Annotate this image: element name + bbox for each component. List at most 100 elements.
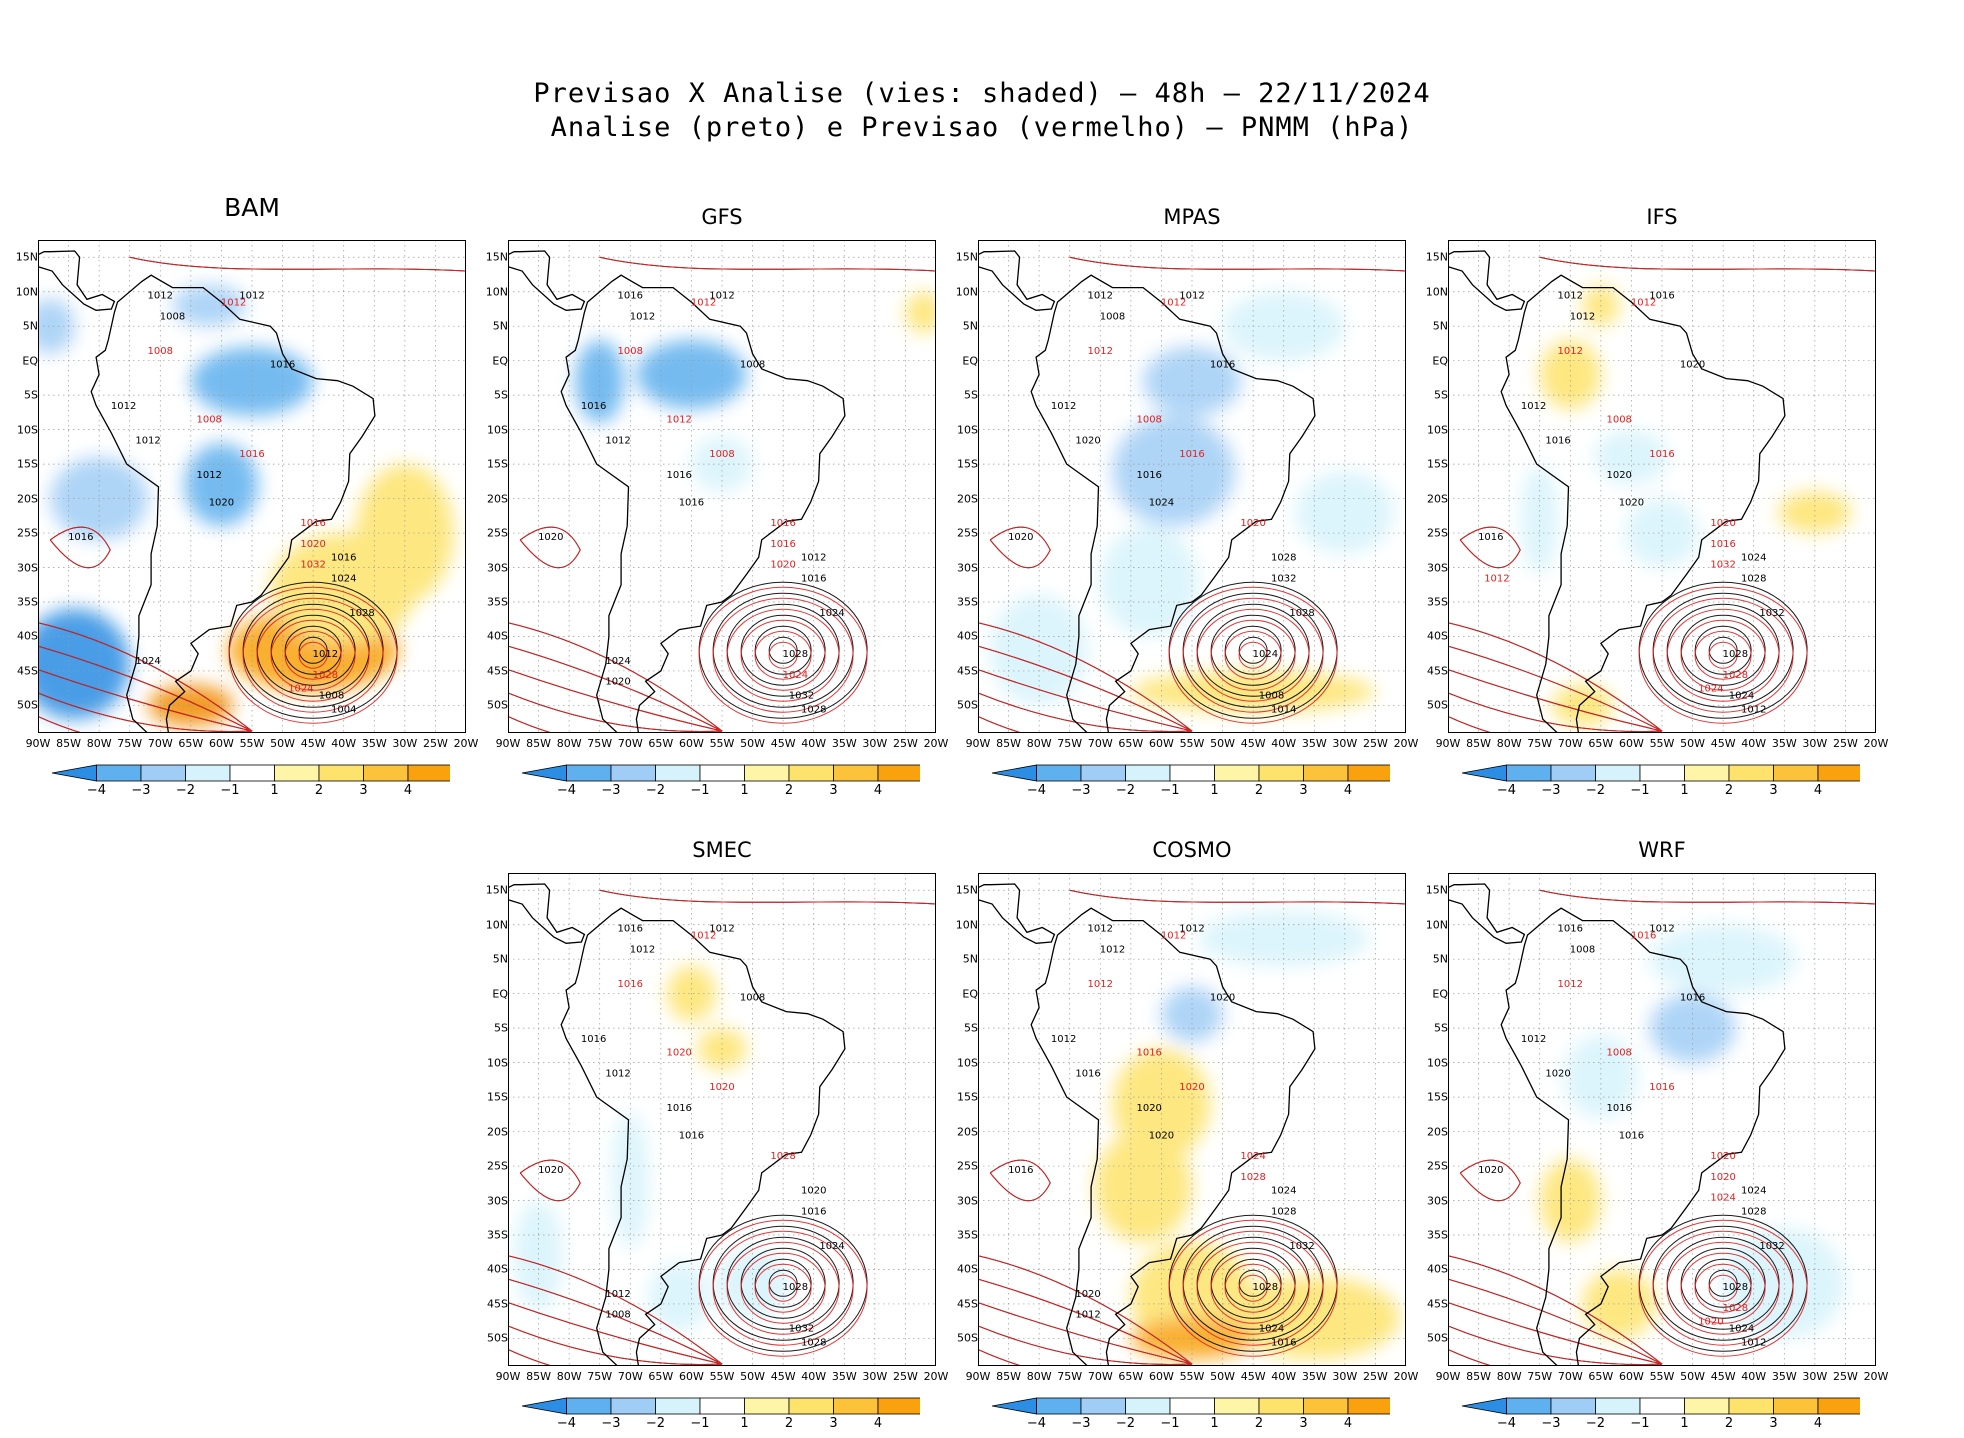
map-svg: 1012 101210081016101210201016102010241028… (978, 240, 1406, 733)
lon-tick-label: 85W (996, 737, 1021, 750)
colorbar-segment (274, 764, 320, 782)
lon-tick-label: 40W (1271, 1370, 1297, 1383)
forecast-isobar-label: 1008 (196, 415, 221, 426)
lat-tick-label: EQ (492, 987, 508, 1001)
analysis-isobar-label: 1016 (1558, 924, 1583, 935)
colorbar-label: −3 (1071, 1416, 1091, 1431)
lat-tick-label: 45S (957, 1297, 978, 1311)
analysis-isobar-label: 1012 (239, 291, 264, 302)
forecast-isobar-label: 1020 (1710, 1151, 1735, 1162)
forecast-isobar-label: 1012 (1088, 346, 1113, 357)
forecast-isobar-label: 1008 (1606, 1048, 1631, 1059)
lat-tick-label: EQ (1432, 987, 1448, 1001)
analysis-isobar-label: 1012 (709, 924, 734, 935)
lon-tick-label: 65W (1118, 737, 1144, 750)
colorbar-label: −4 (556, 783, 577, 798)
colorbar-segment (655, 764, 701, 782)
lat-tick-label: 50S (957, 1331, 978, 1345)
lat-tick-label: EQ (492, 354, 508, 368)
lon-tick-label: 30W (392, 737, 418, 750)
lon-tick-label: 30W (862, 737, 888, 750)
isobar-labels: 1016 101210081016101210201016102010161024… (1478, 924, 1785, 1349)
lon-tick-label: 65W (648, 737, 674, 750)
map-svg: 1012 101210081016101210121012101610201016… (38, 240, 466, 733)
colorbar-label: 2 (1254, 1416, 1264, 1431)
panel-wrf: WRF 15N 10N 5N EQ 5S 10S 15S 20S 25S 30S 35S 40S 45S 5… (1410, 838, 1889, 1438)
forecast-isobar-label: 1016 (618, 979, 643, 990)
analysis-isobar-label: 1016 (1619, 1130, 1644, 1141)
analysis-isobar-label: 1024 (1741, 553, 1766, 564)
lon-tick-label: 30W (1802, 1370, 1828, 1383)
colorbar-segment (788, 1397, 834, 1415)
coastline (38, 250, 376, 733)
analysis-isobar-label: 1032 (1759, 1241, 1784, 1252)
forecast-isobar-label: 1008 (1606, 415, 1631, 426)
colorbar-segment (744, 1397, 790, 1415)
colorbar-segment (991, 764, 1037, 782)
panel-smec: SMEC 15N 10N 5N EQ 5S 10S 15S 20S 25S 30S 35S 40S 45S… (470, 838, 949, 1438)
map-svg: 1016 101210121008101610121016102010161020… (508, 873, 936, 1366)
forecast-isobar-label: 1024 (1698, 684, 1723, 695)
colorbar-segment (699, 764, 745, 782)
analysis-isobar-label: 1028 (1723, 1282, 1748, 1293)
analysis-isobar-label: 1020 (1136, 1103, 1161, 1114)
lat-tick-label: EQ (962, 354, 978, 368)
colorbar-label: 2 (1254, 783, 1264, 798)
analysis-isobar-label: 1020 (538, 532, 563, 543)
lon-tick-label: 90W (25, 737, 51, 750)
colorbar-label: 3 (1769, 783, 1778, 798)
lat-tick-label: 10S (957, 423, 978, 437)
analysis-isobar-label: 1016 (679, 497, 704, 508)
analysis-isobar-label: 1024 (1729, 1324, 1754, 1335)
colorbar-label: −1 (220, 783, 240, 798)
lat-tick-label: 15N (1425, 883, 1448, 897)
lat-tick-label: 15N (15, 250, 38, 264)
forecast-isobars (978, 256, 1406, 733)
analysis-isobar-label: 1016 (581, 1034, 606, 1045)
forecast-isobars (38, 256, 466, 733)
analysis-isobar-label: 1016 (1075, 1068, 1100, 1079)
analysis-isobar-label: 1012 (605, 1068, 630, 1079)
figure-title-line1: Previsao X Analise (vies: shaded) – 48h … (533, 78, 1431, 109)
panel-title: MPAS (1163, 205, 1221, 229)
lat-tick-label: 10N (955, 918, 978, 932)
lon-tick-label: 80W (1496, 1370, 1522, 1383)
lat-tick-label: 35S (957, 595, 978, 609)
lat-tick-label: 50S (1427, 1331, 1448, 1345)
lat-tick-label: 10N (1425, 285, 1448, 299)
analysis-isobar-label: 1016 (1649, 291, 1674, 302)
map-svg: 1016 101210081016101210201016102010161024… (1448, 873, 1876, 1366)
analysis-isobar-label: 1012 (1179, 924, 1204, 935)
colorbar-segment (1684, 764, 1730, 782)
lat-tick-label: 20S (957, 492, 978, 506)
lon-tick-label: 85W (56, 737, 81, 750)
lat-tick-label: 40S (1427, 629, 1448, 643)
lon-tick-label: 55W (709, 1370, 735, 1383)
lon-tick-label: 25W (1362, 737, 1388, 750)
forecast-isobars (508, 889, 936, 1366)
forecast-isobar-label: 1028 (1240, 1172, 1265, 1183)
lon-tick-label: 30W (1332, 737, 1358, 750)
analysis-isobar-label: 1028 (1289, 608, 1314, 619)
analysis-isobar-label: 1028 (1271, 1206, 1296, 1217)
lat-tick-label: 5S (1434, 388, 1448, 402)
analysis-isobar-label: 1016 (1606, 1103, 1631, 1114)
analysis-isobar-label: 1008 (740, 360, 765, 371)
analysis-isobar-label: 1012 (630, 311, 655, 322)
forecast-isobar-label: 1012 (691, 298, 716, 309)
forecast-isobar-label: 1016 (770, 518, 795, 529)
colorbar-segment (1303, 1397, 1349, 1415)
colorbar-label: 3 (1299, 783, 1308, 798)
colorbar-label: 3 (829, 1416, 838, 1431)
lon-tick-label: 20W (1863, 1370, 1889, 1383)
colorbar-segment (655, 1397, 701, 1415)
coastline (508, 250, 846, 733)
colorbar-label: 2 (1724, 1416, 1734, 1431)
colorbar-label: 4 (1813, 783, 1823, 798)
lon-tick-label: 80W (86, 737, 112, 750)
forecast-isobar-label: 1028 (313, 670, 338, 681)
isobar-labels: 1012 101210081016101210201016102010241028… (1008, 291, 1315, 716)
lat-tick-label: EQ (962, 987, 978, 1001)
analysis-isobar-label: 1012 (1521, 1034, 1546, 1045)
lat-tick-label: 40S (957, 1262, 978, 1276)
